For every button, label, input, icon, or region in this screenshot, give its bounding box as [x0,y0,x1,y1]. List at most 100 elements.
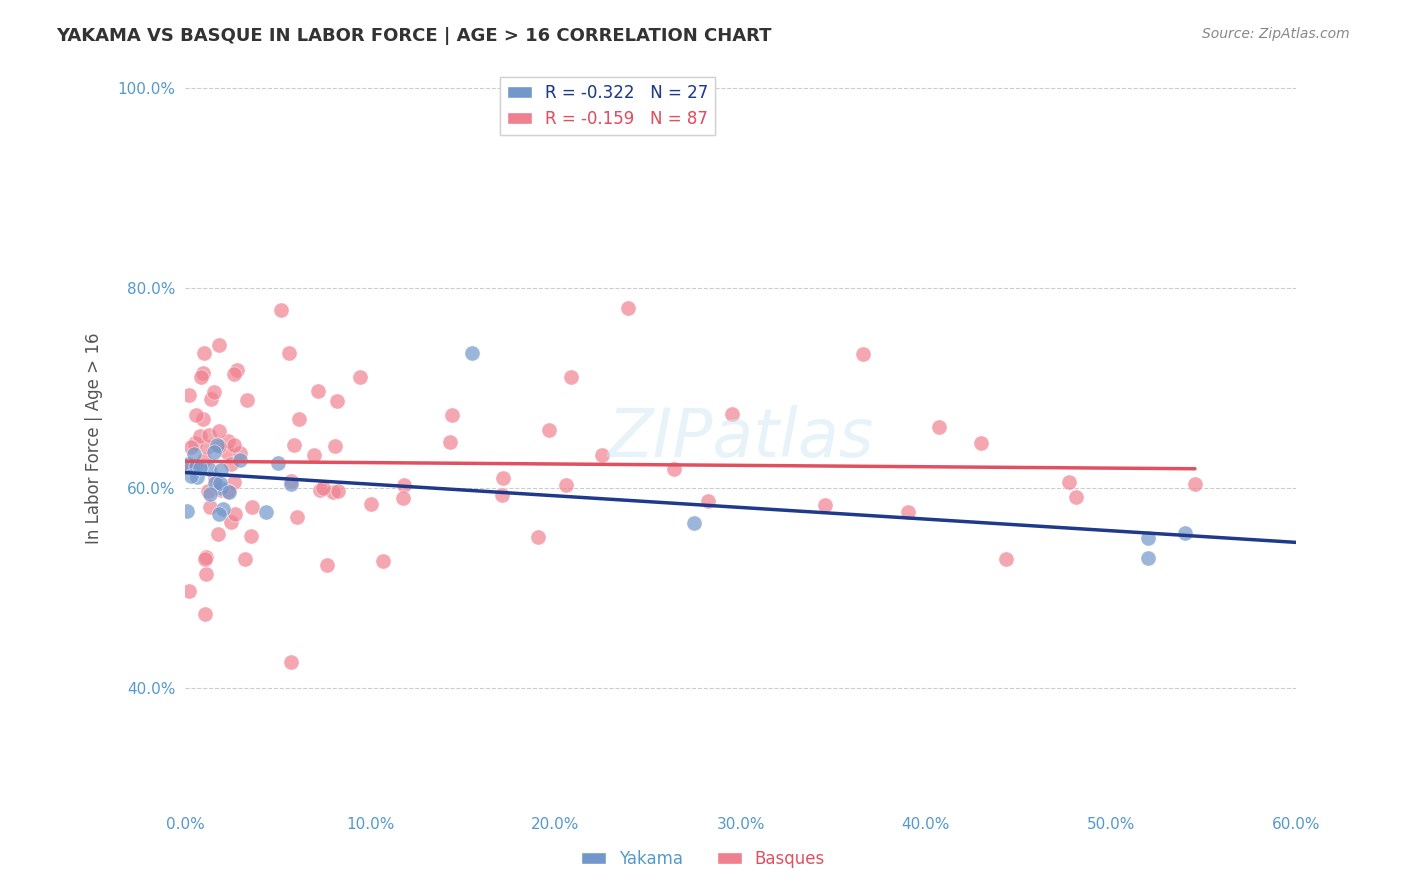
Basques [928,420,950,434]
Basques [316,558,339,573]
Basques [200,392,222,406]
Basques [222,438,245,452]
Basques [219,516,242,530]
Basques [527,530,550,544]
Basques [617,301,640,315]
Text: ZIPatlas: ZIPatlas [607,405,875,471]
Basques [202,385,225,400]
Basques [208,338,231,352]
Basques [219,458,242,472]
Basques [312,482,335,496]
Basques [302,448,325,462]
Basques [240,529,263,543]
Basques [184,408,207,422]
Yakama [188,461,211,475]
Basques [193,552,215,566]
Yakama [183,447,205,461]
Yakama [198,461,221,475]
Yakama [461,346,484,360]
Yakama [209,463,232,477]
Basques [217,434,239,449]
Basques [226,363,249,377]
Yakama [198,487,221,501]
Legend: R = -0.322   N = 27, R = -0.159   N = 87: R = -0.322 N = 27, R = -0.159 N = 87 [501,77,714,135]
Basques [193,346,215,360]
Yakama [202,444,225,458]
Basques [696,494,718,508]
Basques [197,484,219,499]
Yakama [1174,526,1197,541]
Basques [491,488,513,502]
Basques [392,491,415,506]
Basques [323,439,346,453]
Basques [194,567,217,582]
Text: YAKAMA VS BASQUE IN LABOR FORCE | AGE > 16 CORRELATION CHART: YAKAMA VS BASQUE IN LABOR FORCE | AGE > … [56,27,772,45]
Basques [208,424,231,438]
Basques [191,412,214,426]
Yakama [683,516,706,530]
Basques [814,498,837,512]
Basques [897,506,920,520]
Basques [721,407,744,421]
Basques [229,446,252,460]
Basques [180,440,202,454]
Basques [492,471,515,485]
Basques [177,458,200,473]
Yakama [229,452,252,467]
Basques [285,510,308,524]
Yakama [218,485,240,500]
Basques [198,500,221,514]
Basques [235,392,257,407]
Basques [308,483,330,497]
Yakama [180,469,202,483]
Basques [198,428,221,442]
Basques [1184,477,1206,491]
Yakama [266,456,288,470]
Basques [288,411,311,425]
Basques [591,448,613,462]
Yakama [254,505,277,519]
Text: Source: ZipAtlas.com: Source: ZipAtlas.com [1202,27,1350,41]
Basques [217,445,239,459]
Basques [194,549,217,564]
Basques [392,477,415,491]
Yakama [204,475,226,490]
Yakama [1137,531,1160,545]
Basques [224,507,246,521]
Basques [204,471,226,485]
Basques [193,366,215,380]
Basques [995,552,1018,566]
Basques [328,484,350,499]
Basques [326,393,349,408]
Basques [177,583,200,598]
Yakama [209,481,232,495]
Basques [371,553,394,567]
Basques [283,438,305,452]
Yakama [280,477,302,491]
Basques [197,441,219,455]
Basques [194,607,217,621]
Basques [270,303,292,318]
Yakama [212,502,235,516]
Yakama [176,504,198,518]
Basques [852,347,875,361]
Yakama [186,470,208,484]
Basques [970,435,993,450]
Basques [193,452,215,467]
Basques [278,346,301,360]
Basques [1066,491,1088,505]
Basques [240,500,263,514]
Basques [208,439,231,453]
Basques [188,429,211,443]
Basques [222,367,245,381]
Basques [439,435,461,450]
Basques [555,477,578,491]
Basques [177,388,200,402]
Basques [360,497,382,511]
Yakama [184,458,207,473]
Yakama [176,457,198,471]
Basques [224,475,246,489]
Basques [537,423,560,437]
Basques [207,526,229,541]
Basques [441,408,464,422]
